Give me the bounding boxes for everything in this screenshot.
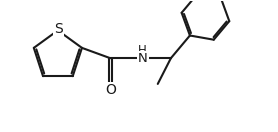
Text: S: S xyxy=(54,22,63,36)
Text: N: N xyxy=(138,52,148,65)
Text: H: H xyxy=(138,44,147,57)
Text: O: O xyxy=(105,83,116,97)
